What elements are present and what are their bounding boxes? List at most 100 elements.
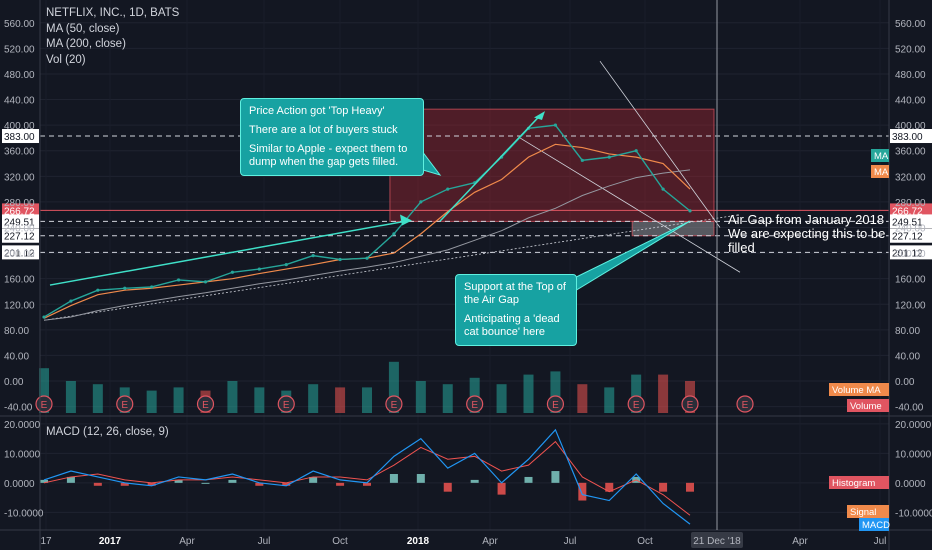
histogram-bar [309,476,318,483]
price-tick-label: 520.00 [895,44,926,55]
legend-ma50[interactable]: MA (50, close) [46,22,120,35]
histogram-bar [416,474,425,483]
price-level-label: 266.72 [892,206,923,217]
note-pointer-support [559,220,691,301]
chart-legend: NETFLIX, INC., 1D, BATS MA (50, close) M… [46,6,179,68]
price-level-label: 249.51 [892,217,923,228]
volume-bar [658,374,669,413]
price-level-label-bg [890,228,932,243]
left-price-tick-label: 360.00 [4,147,35,158]
volume-bars [39,361,695,413]
note-top-heavy-line-1: Price Action got 'Top Heavy' [249,105,385,117]
time-tick-label: 17 [40,536,52,547]
histogram-bar [363,482,371,486]
volume-bar [92,384,103,413]
earnings-label: E [202,400,209,411]
note-air-gap[interactable]: Air Gap from January 2018 We are expecti… [728,213,888,255]
time-tick-label: Oct [332,536,348,547]
earnings-label: E [687,400,694,411]
left-price-tick-label: 120.00 [4,300,35,311]
legend-ma200[interactable]: MA (200, close) [46,38,126,50]
crosshair-date-bg [691,532,743,548]
volume-bar [173,387,184,413]
volume-bar [442,384,453,413]
histogram-bar [389,474,398,483]
price-level-label: 383.00 [892,132,923,143]
left-price-tick-label: 320.00 [4,172,35,183]
price-tick-label: 0.00 [895,377,915,388]
earnings-marker [116,395,134,413]
volume-bar [550,371,561,413]
price-point [607,155,611,159]
earnings-marker [466,395,484,413]
earnings-label: E [283,400,290,411]
earnings-marker [627,395,645,413]
price-tick-label: 280.00 [895,198,926,209]
price-point [446,187,450,191]
price-point [176,278,181,282]
earnings-marker [196,395,215,413]
macd-tick-label: -10.0000 [895,508,932,519]
price-point [311,254,315,258]
histogram-bar [282,482,291,486]
left-price-tick-label: 440.00 [4,96,35,107]
price-point [580,158,584,162]
series-tag-bg [859,518,889,531]
legend-volume[interactable]: Vol (20) [46,53,86,66]
left-price-tick-label: 200.00 [4,249,35,260]
price-point [123,286,127,290]
left-price-tick-label: 240.00 [4,223,35,234]
macd-tick-label: 0.0000 [895,479,926,490]
volume-bar [227,381,238,413]
histogram-bar [120,482,129,486]
volume-bar [469,377,480,413]
earnings-label: E [633,400,640,411]
volume-bar [523,374,534,413]
histogram-bar [551,471,560,483]
price-point [257,267,261,271]
price-point [365,256,369,260]
left-price-tick-label: 280.00 [4,198,35,209]
series-tag: Histogram [832,478,875,489]
price-point [284,262,288,267]
time-tick-label: Apr [179,536,195,547]
channel-line-upper [599,60,721,228]
arrow-head-upper [534,111,545,121]
time-tick-label: Apr [792,536,808,547]
price-tick-label: 320.00 [895,172,926,183]
left-level-label-bg [2,129,39,144]
note-support[interactable]: Support at the Top of the Air Gap Antici… [455,274,577,346]
price-point [203,280,208,284]
histogram-bar [147,482,156,486]
note-top-heavy[interactable]: Price Action got 'Top Heavy' There are a… [240,98,424,176]
histogram-bar [174,479,183,483]
price-level-label-bg [890,245,932,260]
macd-title[interactable]: MACD (12, 26, close, 9) [46,426,169,438]
left-level-label-bg [2,203,39,218]
earnings-label: E [471,400,478,411]
price-level-label-bg [890,214,932,229]
price-point [688,209,692,213]
price-tick-label: 200.00 [895,249,926,260]
support-trendline [43,214,741,321]
histogram-bar [497,482,506,495]
left-price-tick-label: 560.00 [4,19,35,30]
volume-bar [631,374,642,413]
arrow-line-lower [49,220,407,286]
time-tick-label: 21 Dec '18 [693,536,741,547]
earnings-label: E [742,400,749,411]
price-point [634,149,638,153]
macd-tick-label: 10.0000 [895,449,932,460]
grid-lines [40,0,889,530]
price-tick-label: 80.00 [895,326,920,337]
left-macd-tick-label: 10.0000 [4,449,41,460]
price-point [42,315,46,319]
price-zones [389,108,715,237]
price-tick-label: 160.00 [895,275,926,286]
series-tag-bg [871,149,889,162]
volume-bar [604,387,615,413]
arrow-head-lower [400,214,412,226]
time-tick-label: 2018 [407,536,430,547]
chart-title[interactable]: NETFLIX, INC., 1D, BATS [46,7,180,19]
